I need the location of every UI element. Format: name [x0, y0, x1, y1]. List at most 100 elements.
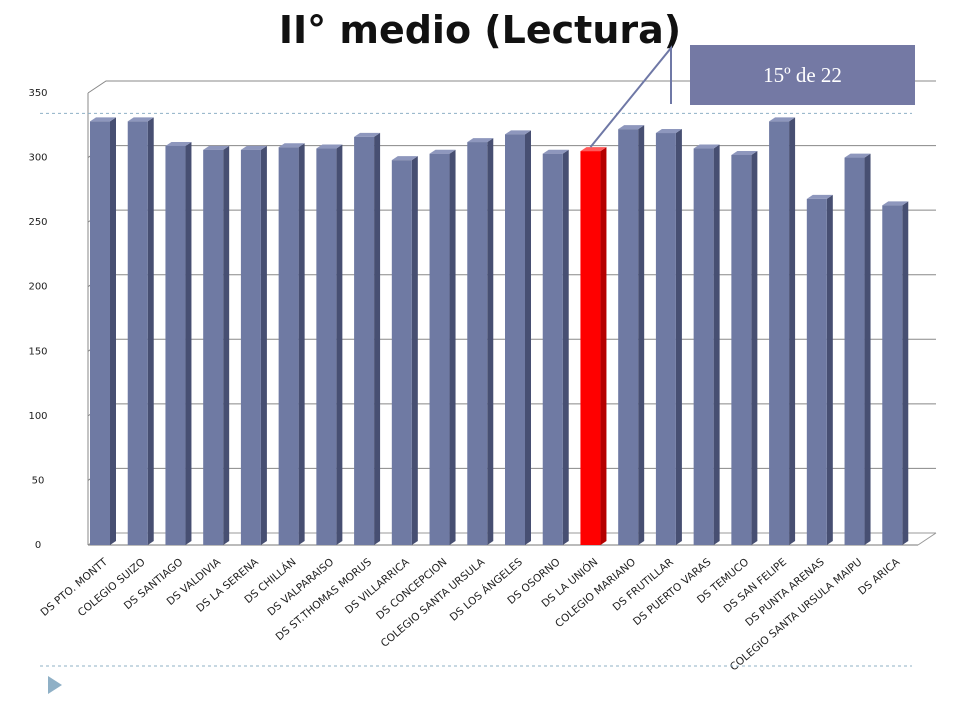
bar — [769, 117, 796, 545]
rank-callout: 15º de 22 — [690, 45, 915, 105]
bar-side — [751, 150, 758, 545]
bar-top — [90, 117, 116, 122]
x-category-label: DS VILLARRICA — [343, 556, 412, 617]
bar-front — [316, 148, 337, 545]
bar-front — [165, 145, 186, 545]
gridline — [87, 80, 936, 94]
bar-side — [336, 144, 343, 545]
triangle-right-icon — [48, 676, 62, 694]
bar — [127, 117, 154, 545]
bar-top — [844, 153, 871, 158]
bar — [354, 132, 381, 545]
bar-side — [374, 132, 381, 545]
bar-side — [789, 117, 796, 545]
bar — [391, 156, 418, 545]
bar — [467, 138, 494, 545]
bar-front — [505, 134, 525, 545]
bar — [203, 145, 230, 545]
bar — [844, 153, 871, 546]
bar-front — [542, 153, 563, 545]
bar-highlighted — [580, 147, 607, 545]
bar-top — [240, 145, 267, 150]
bar-side — [638, 125, 645, 545]
slide-title: II° medio (Lectura) — [278, 8, 682, 52]
y-tick-label: 200 — [28, 282, 47, 293]
y-tick-label: 300 — [28, 153, 47, 164]
bar-side — [864, 153, 871, 546]
bar-front — [769, 121, 790, 545]
callout-pointer-line — [589, 45, 672, 148]
x-category-label: DS VALPARAISO — [265, 556, 336, 618]
bar-top — [769, 117, 796, 122]
bar-side — [260, 145, 267, 545]
bar — [618, 125, 645, 545]
bar-front — [203, 149, 224, 545]
bar-front — [618, 129, 639, 545]
bar-top — [806, 194, 833, 199]
bar — [505, 130, 531, 545]
bar-side — [525, 130, 531, 545]
bar-front — [240, 149, 261, 545]
bar-side — [110, 117, 116, 545]
bar-side — [411, 156, 418, 545]
bar-side — [826, 194, 833, 545]
bar-side — [902, 201, 909, 545]
bar-side — [223, 145, 230, 545]
bar-front — [278, 147, 299, 546]
annotations — [40, 45, 912, 694]
bar — [731, 150, 758, 545]
bar-side — [675, 129, 682, 545]
bar-side — [487, 138, 494, 545]
y-tick-label: 250 — [28, 217, 47, 228]
bar-front — [429, 153, 450, 545]
bar-side — [449, 149, 456, 545]
bar-front — [127, 121, 148, 545]
bar-front — [693, 148, 714, 545]
y-tick-label: 150 — [28, 346, 47, 357]
bar-front — [391, 160, 412, 545]
bar-top — [127, 117, 154, 122]
bar — [429, 149, 456, 545]
bar — [278, 143, 305, 546]
y-tick-label: 50 — [32, 475, 45, 486]
bar-side — [600, 147, 607, 545]
bar-top — [429, 149, 456, 154]
bar-top — [731, 150, 758, 155]
bar-front — [806, 198, 827, 545]
bar — [240, 145, 267, 545]
bar-front — [354, 136, 375, 545]
bar-top — [316, 144, 343, 149]
bar-front — [844, 157, 865, 546]
bar-side — [185, 141, 192, 545]
x-category-label: DS PTO. MONTT — [39, 556, 111, 619]
bar — [882, 201, 909, 545]
bar — [806, 194, 833, 545]
y-tick-label: 100 — [28, 411, 47, 422]
bar-top — [580, 147, 607, 152]
bar-top — [505, 130, 531, 135]
bar-top — [467, 138, 494, 143]
bar-front — [467, 142, 488, 545]
y-axis-ticks: 0 50 100 150 200 250 300 350 — [28, 88, 47, 551]
x-category-label: COLEGIO SUIZO — [76, 556, 148, 619]
bar-top — [354, 132, 381, 137]
bar-front — [655, 133, 676, 545]
bar — [693, 144, 720, 545]
bar-top — [655, 129, 682, 134]
bar-top — [203, 145, 230, 150]
floor-side-edge — [917, 532, 937, 546]
bar — [90, 117, 116, 545]
bar-front — [90, 121, 110, 545]
bar-side — [298, 143, 305, 546]
bar-side — [147, 117, 154, 545]
bar-side — [562, 149, 569, 545]
x-category-label: DS ARICA — [856, 556, 903, 598]
bar-top — [618, 125, 645, 130]
bar-top — [165, 141, 192, 146]
y-tick-label: 350 — [28, 88, 47, 99]
bar — [165, 141, 192, 545]
bar — [655, 129, 682, 545]
bar-top — [882, 201, 909, 206]
